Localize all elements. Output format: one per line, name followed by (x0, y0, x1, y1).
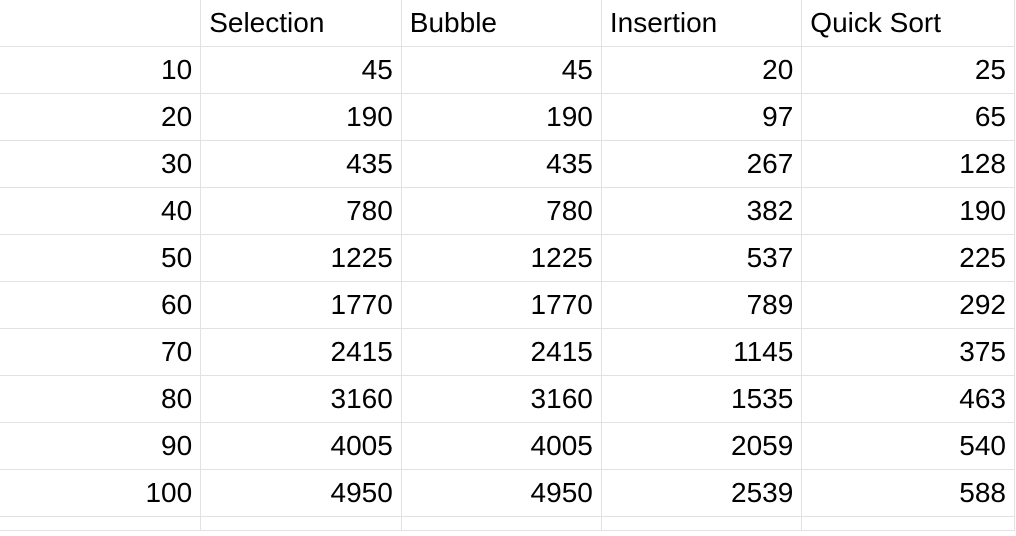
cell-selection[interactable]: 4950 (200, 469, 402, 517)
cell-insertion[interactable]: 97 (600, 93, 803, 141)
table-row: 90 4005 4005 2059 540 (0, 422, 1015, 470)
header-cell-corner[interactable] (0, 0, 202, 47)
cell-selection[interactable]: 435 (200, 140, 402, 188)
table-row: 70 2415 2415 1145 375 (0, 328, 1015, 376)
cell-selection[interactable]: 3160 (200, 375, 402, 423)
cell-quick-sort[interactable]: 65 (801, 93, 1015, 141)
cell-selection[interactable]: 1225 (200, 234, 402, 282)
cell-insertion[interactable]: 789 (600, 281, 803, 329)
header-row: Selection Bubble Insertion Quick Sort (0, 0, 1015, 47)
cell-quick-sort[interactable]: 128 (801, 140, 1015, 188)
cell-insertion[interactable]: 2059 (600, 422, 803, 470)
empty-cell[interactable] (600, 516, 803, 531)
cell-quick-sort[interactable]: 292 (801, 281, 1015, 329)
cell-insertion[interactable]: 537 (600, 234, 803, 282)
table-row: 20 190 190 97 65 (0, 93, 1015, 141)
empty-cell[interactable] (0, 516, 202, 531)
header-cell-quick-sort[interactable]: Quick Sort (801, 0, 1015, 47)
cell-selection[interactable]: 2415 (200, 328, 402, 376)
cell-quick-sort[interactable]: 225 (801, 234, 1015, 282)
cell-n[interactable]: 50 (0, 234, 202, 282)
header-cell-selection[interactable]: Selection (200, 0, 402, 47)
cell-quick-sort[interactable]: 463 (801, 375, 1015, 423)
cell-quick-sort[interactable]: 540 (801, 422, 1015, 470)
cell-quick-sort[interactable]: 25 (801, 46, 1015, 94)
cell-insertion[interactable]: 382 (600, 187, 803, 235)
cell-selection[interactable]: 190 (200, 93, 402, 141)
empty-cell[interactable] (801, 516, 1015, 531)
table-row: 40 780 780 382 190 (0, 187, 1015, 235)
cell-insertion[interactable]: 267 (600, 140, 803, 188)
cell-bubble[interactable]: 4950 (400, 469, 602, 517)
cell-bubble[interactable]: 780 (400, 187, 602, 235)
cell-selection[interactable]: 1770 (200, 281, 402, 329)
table-row: 80 3160 3160 1535 463 (0, 375, 1015, 423)
cell-quick-sort[interactable]: 190 (801, 187, 1015, 235)
cell-bubble[interactable]: 3160 (400, 375, 602, 423)
table-row: 10 45 45 20 25 (0, 46, 1015, 94)
cell-n[interactable]: 90 (0, 422, 202, 470)
cell-bubble[interactable]: 2415 (400, 328, 602, 376)
table-row: 50 1225 1225 537 225 (0, 234, 1015, 282)
cell-n[interactable]: 70 (0, 328, 202, 376)
cell-n[interactable]: 10 (0, 46, 202, 94)
cell-n[interactable]: 60 (0, 281, 202, 329)
cell-quick-sort[interactable]: 588 (801, 469, 1015, 517)
cell-n[interactable]: 80 (0, 375, 202, 423)
cell-bubble[interactable]: 45 (400, 46, 602, 94)
empty-row (0, 516, 1015, 531)
cell-n[interactable]: 100 (0, 469, 202, 517)
table-row: 30 435 435 267 128 (0, 140, 1015, 188)
header-cell-insertion[interactable]: Insertion (600, 0, 803, 47)
cell-bubble[interactable]: 1225 (400, 234, 602, 282)
cell-bubble[interactable]: 4005 (400, 422, 602, 470)
empty-cell[interactable] (400, 516, 602, 531)
cell-insertion[interactable]: 1535 (600, 375, 803, 423)
cell-bubble[interactable]: 190 (400, 93, 602, 141)
table-row: 100 4950 4950 2539 588 (0, 469, 1015, 517)
cell-insertion[interactable]: 1145 (600, 328, 803, 376)
cell-bubble[interactable]: 1770 (400, 281, 602, 329)
cell-quick-sort[interactable]: 375 (801, 328, 1015, 376)
table-row: 60 1770 1770 789 292 (0, 281, 1015, 329)
cell-selection[interactable]: 4005 (200, 422, 402, 470)
cell-insertion[interactable]: 20 (600, 46, 803, 94)
cell-n[interactable]: 20 (0, 93, 202, 141)
cell-n[interactable]: 40 (0, 187, 202, 235)
cell-selection[interactable]: 780 (200, 187, 402, 235)
cell-insertion[interactable]: 2539 (600, 469, 803, 517)
header-cell-bubble[interactable]: Bubble (400, 0, 602, 47)
cell-bubble[interactable]: 435 (400, 140, 602, 188)
empty-cell[interactable] (200, 516, 402, 531)
cell-n[interactable]: 30 (0, 140, 202, 188)
cell-selection[interactable]: 45 (200, 46, 402, 94)
